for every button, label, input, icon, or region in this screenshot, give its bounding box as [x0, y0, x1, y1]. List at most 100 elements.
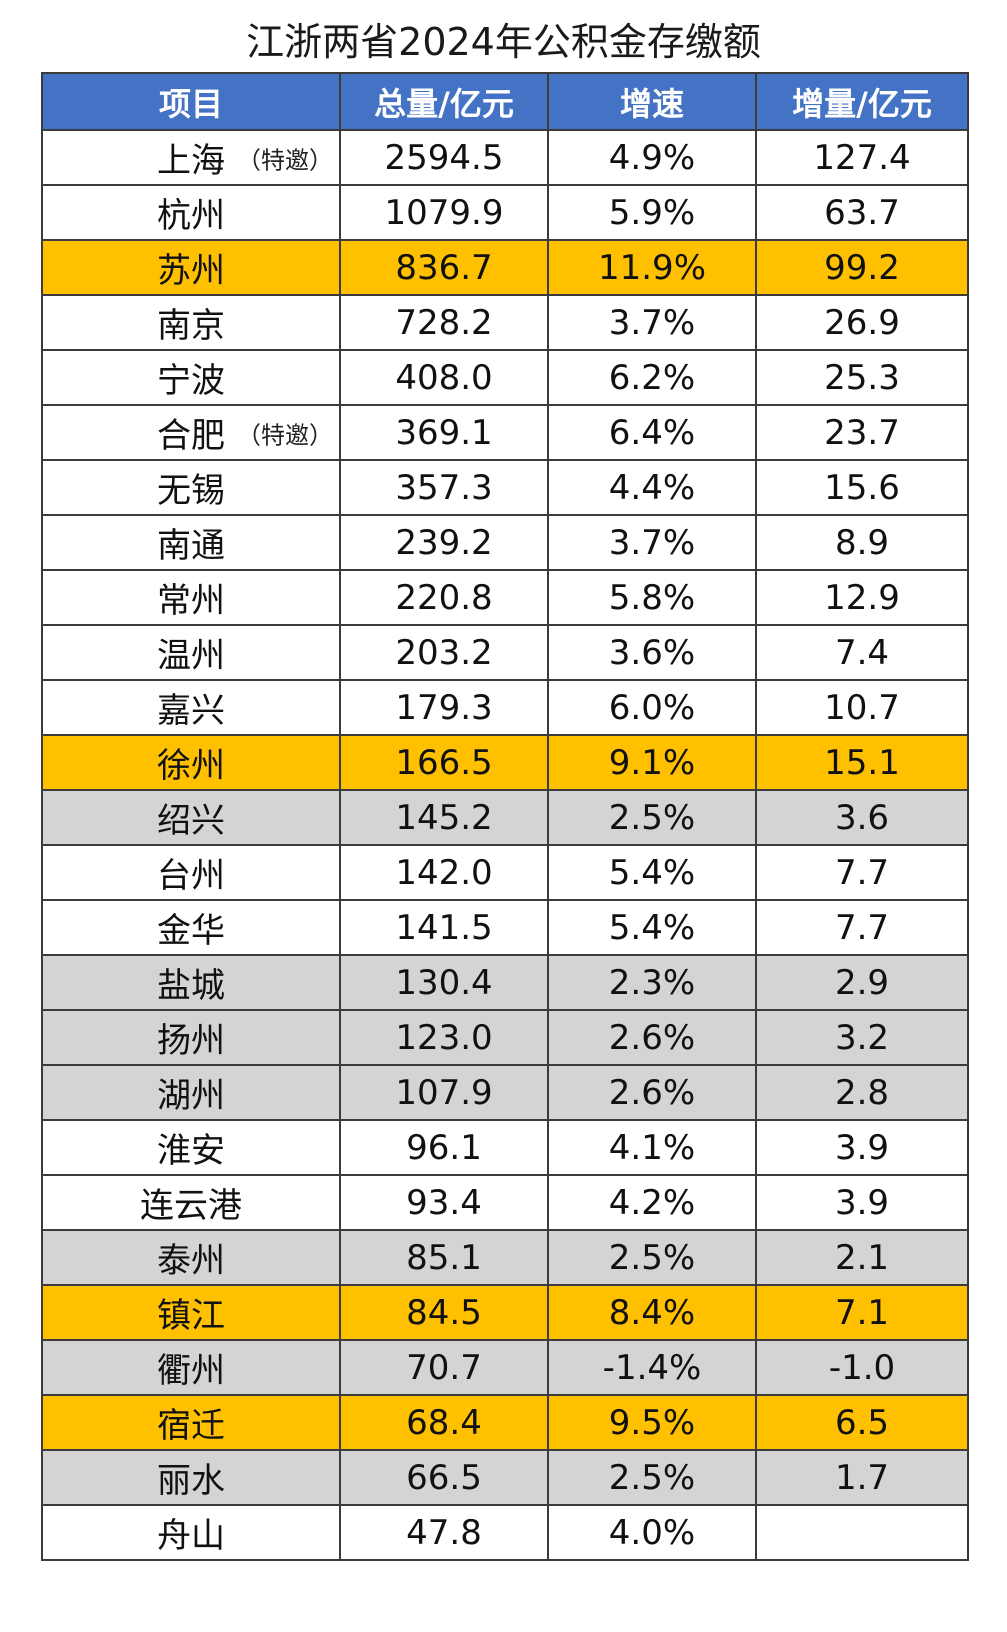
cell-growth: 6.2%: [547, 349, 757, 406]
cell-total: 357.3: [339, 459, 549, 516]
cell-increase: 7.7: [755, 899, 969, 956]
table-body: 上海 （特邀） 2594.5 4.9% 127.4 杭州 1079.9 5.9% 63.7 苏州 8…: [41, 129, 969, 1561]
cell-city: 宁波: [41, 349, 341, 406]
table-row: 台州 142.0 5.4% 7.7: [41, 844, 969, 901]
city-note: （特邀）: [237, 146, 333, 174]
cell-city: 衢州: [41, 1339, 341, 1396]
cell-total: 70.7: [339, 1339, 549, 1396]
cell-growth: 2.3%: [547, 954, 757, 1011]
cell-increase: 6.5: [755, 1394, 969, 1451]
city-name: 温州: [157, 636, 225, 676]
cell-total: 408.0: [339, 349, 549, 406]
cell-increase: 10.7: [755, 679, 969, 736]
cell-increase: 2.8: [755, 1064, 969, 1121]
cell-city: 徐州: [41, 734, 341, 791]
table-row: 衢州 70.7 -1.4% -1.0: [41, 1339, 969, 1396]
cell-increase: 15.1: [755, 734, 969, 791]
cell-city: 嘉兴: [41, 679, 341, 736]
table-row: 常州 220.8 5.8% 12.9: [41, 569, 969, 626]
cell-growth: 8.4%: [547, 1284, 757, 1341]
cell-city: 合肥 （特邀）: [41, 404, 341, 461]
table-row: 淮安 96.1 4.1% 3.9: [41, 1119, 969, 1176]
cell-growth: 3.6%: [547, 624, 757, 681]
cell-growth: 2.5%: [547, 1449, 757, 1506]
cell-total: 85.1: [339, 1229, 549, 1286]
cell-total: 93.4: [339, 1174, 549, 1231]
table-row: 湖州 107.9 2.6% 2.8: [41, 1064, 969, 1121]
table-row: 镇江 84.5 8.4% 7.1: [41, 1284, 969, 1341]
city-name: 徐州: [157, 746, 225, 786]
cell-city: 宿迁: [41, 1394, 341, 1451]
cell-total: 239.2: [339, 514, 549, 571]
table-row: 徐州 166.5 9.1% 15.1: [41, 734, 969, 791]
cell-total: 836.7: [339, 239, 549, 296]
cell-increase: 8.9: [755, 514, 969, 571]
table-row: 连云港 93.4 4.2% 3.9: [41, 1174, 969, 1231]
city-name: 苏州: [157, 251, 225, 291]
cell-increase: [755, 1504, 969, 1561]
header-growth: 增速: [547, 72, 757, 131]
cell-increase: 1.7: [755, 1449, 969, 1506]
cell-total: 107.9: [339, 1064, 549, 1121]
table-header-row: 项目 总量/亿元 增速 增量/亿元: [41, 72, 969, 131]
cell-total: 68.4: [339, 1394, 549, 1451]
cell-city: 苏州: [41, 239, 341, 296]
cell-total: 96.1: [339, 1119, 549, 1176]
cell-growth: 5.8%: [547, 569, 757, 626]
city-name: 南通: [157, 526, 225, 566]
city-name: 盐城: [157, 966, 225, 1006]
table-row: 绍兴 145.2 2.5% 3.6: [41, 789, 969, 846]
cell-increase: 3.9: [755, 1174, 969, 1231]
table-row: 南京 728.2 3.7% 26.9: [41, 294, 969, 351]
cell-growth: 9.5%: [547, 1394, 757, 1451]
header-total: 总量/亿元: [339, 72, 549, 131]
cell-city: 常州: [41, 569, 341, 626]
cell-increase: 7.4: [755, 624, 969, 681]
cell-total: 142.0: [339, 844, 549, 901]
cell-increase: 3.6: [755, 789, 969, 846]
cell-growth: 5.4%: [547, 899, 757, 956]
cell-total: 2594.5: [339, 129, 549, 186]
cell-city: 台州: [41, 844, 341, 901]
cell-city: 温州: [41, 624, 341, 681]
cell-city: 金华: [41, 899, 341, 956]
cell-increase: 26.9: [755, 294, 969, 351]
table-row: 宿迁 68.4 9.5% 6.5: [41, 1394, 969, 1451]
cell-total: 145.2: [339, 789, 549, 846]
cell-increase: 63.7: [755, 184, 969, 241]
cell-city: 镇江: [41, 1284, 341, 1341]
cell-growth: 4.1%: [547, 1119, 757, 1176]
cell-total: 66.5: [339, 1449, 549, 1506]
table-row: 苏州 836.7 11.9% 99.2: [41, 239, 969, 296]
cell-total: 141.5: [339, 899, 549, 956]
cell-growth: 2.6%: [547, 1064, 757, 1121]
cell-total: 166.5: [339, 734, 549, 791]
header-item: 项目: [41, 72, 341, 131]
city-name: 上海: [157, 141, 225, 181]
cell-city: 连云港: [41, 1174, 341, 1231]
cell-city: 上海 （特邀）: [41, 129, 341, 186]
cell-city: 南京: [41, 294, 341, 351]
table-row: 杭州 1079.9 5.9% 63.7: [41, 184, 969, 241]
city-name: 常州: [157, 581, 225, 621]
page-title: 江浙两省2024年公积金存缴额: [246, 20, 761, 64]
table-row: 舟山 47.8 4.0%: [41, 1504, 969, 1561]
cell-total: 47.8: [339, 1504, 549, 1561]
table-row: 盐城 130.4 2.3% 2.9: [41, 954, 969, 1011]
cell-growth: 2.5%: [547, 789, 757, 846]
cell-growth: 5.4%: [547, 844, 757, 901]
header-increase: 增量/亿元: [755, 72, 969, 131]
table-row: 合肥 （特邀） 369.1 6.4% 23.7: [41, 404, 969, 461]
table-row: 金华 141.5 5.4% 7.7: [41, 899, 969, 956]
city-note: （特邀）: [237, 421, 333, 449]
city-name: 丽水: [157, 1461, 225, 1501]
cell-city: 淮安: [41, 1119, 341, 1176]
city-name: 无锡: [157, 471, 225, 511]
cell-total: 220.8: [339, 569, 549, 626]
cell-growth: 9.1%: [547, 734, 757, 791]
cell-growth: 2.6%: [547, 1009, 757, 1066]
cell-total: 123.0: [339, 1009, 549, 1066]
cell-city: 无锡: [41, 459, 341, 516]
cell-growth: -1.4%: [547, 1339, 757, 1396]
cell-increase: -1.0: [755, 1339, 969, 1396]
